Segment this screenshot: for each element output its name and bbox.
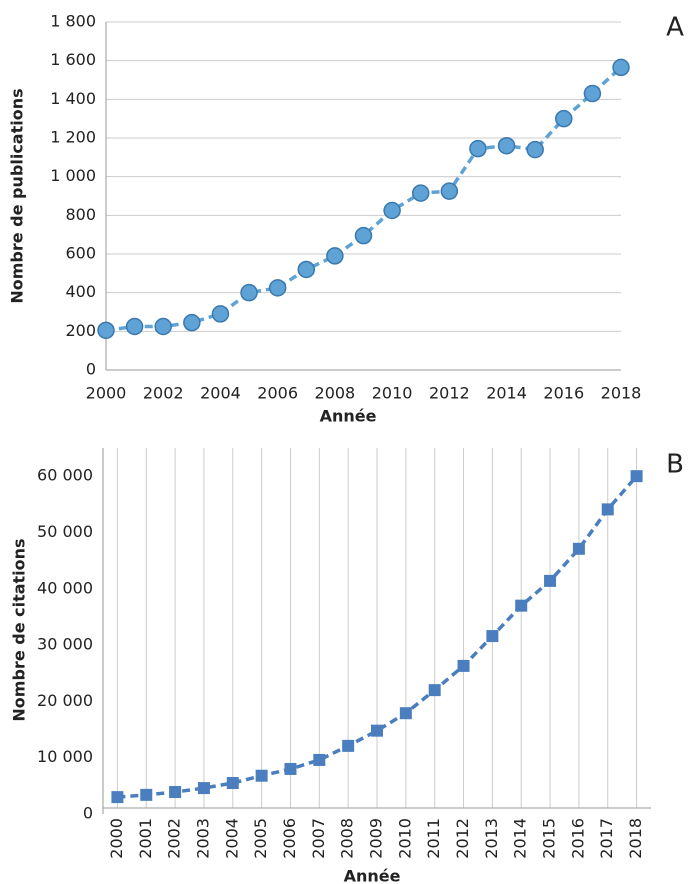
y-tick-label: 40 000 [37, 578, 93, 597]
y-tick-label: 1 400 [50, 89, 96, 108]
marker [601, 503, 614, 516]
y-tick-label: 1 800 [50, 12, 96, 31]
x-tick-label: 2000 [107, 818, 126, 859]
marker [486, 630, 499, 643]
x-tick-label: 2001 [136, 818, 155, 859]
x-tick-label: 2008 [338, 818, 357, 859]
marker [515, 599, 528, 612]
marker [211, 305, 230, 323]
marker [371, 724, 383, 737]
marker [313, 753, 326, 766]
marker [399, 707, 412, 720]
y-tick-label: 200 [65, 321, 96, 340]
marker [630, 470, 643, 483]
marker [297, 260, 316, 279]
y-tick-label: 30 000 [37, 635, 93, 654]
y-tick-label: 800 [65, 205, 96, 224]
series-line [105, 66, 623, 333]
marker [583, 84, 602, 103]
x-tick-label: 2002 [165, 818, 184, 859]
x-tick-label: 2014 [486, 384, 527, 403]
x-tick-label: 2015 [540, 818, 559, 859]
x-tick-label: 2017 [597, 818, 616, 859]
y-tick-label: 400 [65, 282, 96, 301]
x-tick-label: 2006 [257, 384, 298, 403]
y-tick-label: 20 000 [37, 691, 93, 710]
marker [457, 659, 470, 672]
y-tick-label: 0 [83, 804, 93, 823]
y-axis-title: Nombre de citations [10, 538, 29, 721]
marker [197, 782, 210, 795]
x-tick-label: 2006 [280, 818, 299, 859]
x-tick-label: 2011 [424, 818, 443, 859]
marker [169, 786, 182, 799]
marker [428, 684, 441, 697]
x-axis-title: Année [344, 867, 401, 884]
x-tick-label: 2009 [367, 818, 386, 859]
x-tick-label: 2016 [543, 384, 584, 403]
y-axis-title: Nombre de publications [8, 88, 27, 303]
x-tick-label: 2010 [395, 818, 414, 859]
x-tick-label: 2014 [511, 818, 530, 859]
y-tick-label: 0 [86, 360, 96, 379]
marker [612, 58, 630, 77]
marker [411, 184, 430, 202]
marker [183, 313, 201, 332]
x-tick-label: 2012 [453, 818, 472, 859]
x-tick-label: 2002 [143, 384, 184, 403]
x-axis-title: Année [320, 407, 377, 426]
y-tick-label: 60 000 [37, 466, 93, 485]
panel-label: B [666, 450, 684, 480]
y-tick-label: 50 000 [37, 522, 93, 541]
marker [125, 317, 144, 336]
marker [440, 182, 459, 200]
marker [497, 136, 516, 155]
marker [326, 247, 344, 265]
x-tick-label: 2004 [200, 384, 241, 403]
x-tick-label: 2003 [193, 818, 212, 859]
y-tick-label: 1 000 [50, 166, 96, 185]
marker [284, 762, 297, 775]
x-tick-label: 2012 [429, 384, 470, 403]
marker [97, 321, 115, 340]
y-tick-label: 10 000 [37, 747, 93, 766]
marker [572, 542, 585, 555]
x-tick-label: 2000 [86, 384, 127, 403]
marker [111, 791, 124, 804]
marker [140, 788, 153, 801]
marker [383, 201, 401, 220]
x-tick-label: 2018 [626, 818, 645, 859]
x-tick-label: 2010 [372, 384, 413, 403]
x-tick-label: 2007 [309, 818, 328, 859]
marker [226, 777, 239, 790]
marker [342, 739, 355, 752]
x-tick-label: 2016 [568, 818, 587, 859]
x-tick-label: 2008 [315, 384, 356, 403]
marker [526, 140, 544, 159]
panel-label: A [666, 13, 684, 43]
marker [255, 769, 268, 782]
marker [469, 139, 487, 158]
y-tick-label: 1 200 [50, 128, 96, 147]
x-tick-label: 2005 [251, 818, 270, 859]
marker [240, 283, 258, 302]
x-tick-label: 2013 [482, 818, 501, 859]
x-tick-label: 2004 [222, 818, 241, 859]
marker [544, 574, 557, 587]
marker [268, 279, 287, 297]
marker [354, 226, 373, 245]
y-tick-label: 1 600 [50, 50, 96, 69]
y-tick-label: 600 [65, 244, 96, 263]
marker [154, 317, 172, 336]
marker [555, 109, 573, 128]
x-tick-label: 2018 [601, 384, 642, 403]
